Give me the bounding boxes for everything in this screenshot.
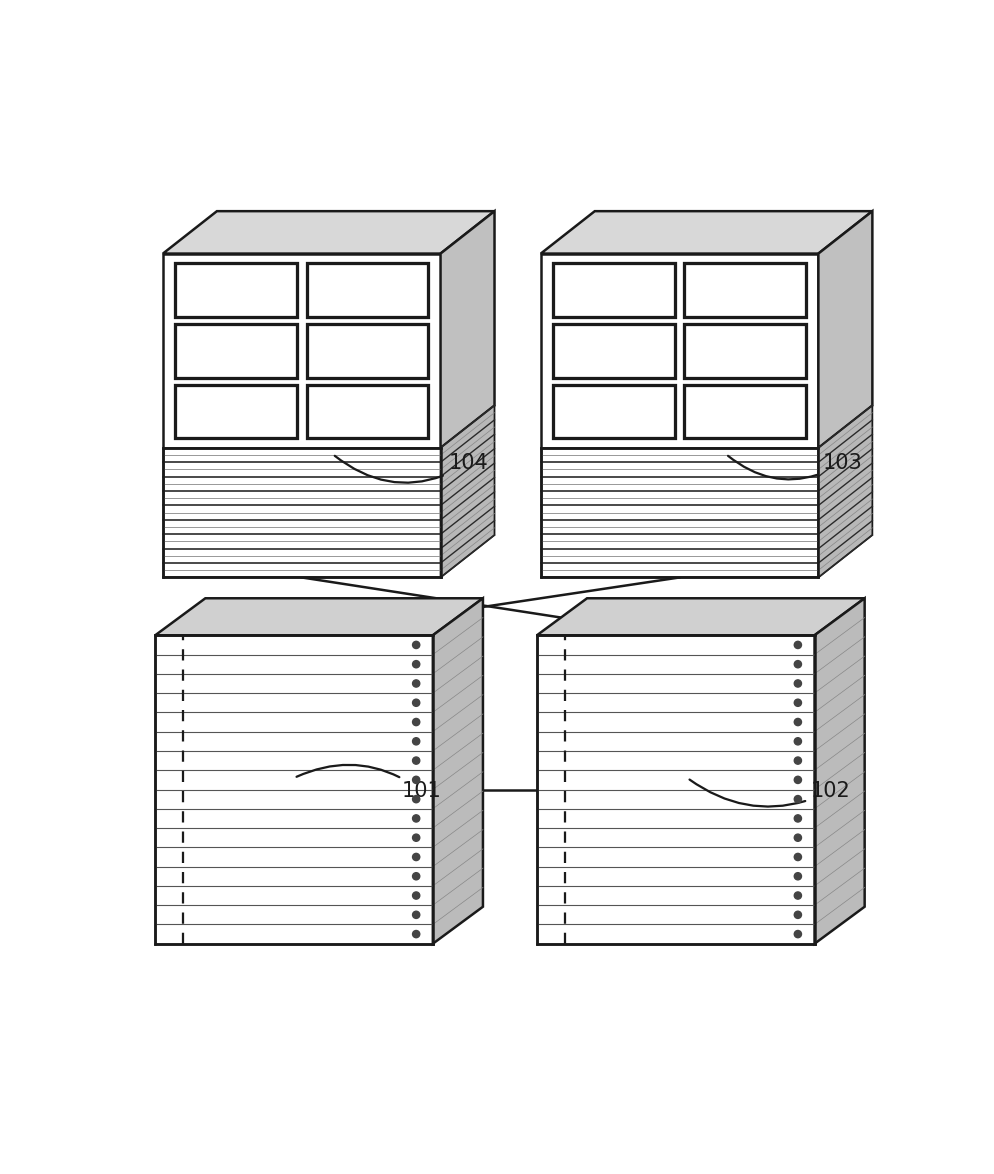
Circle shape	[413, 911, 419, 918]
Circle shape	[413, 680, 419, 687]
Polygon shape	[432, 599, 482, 944]
Bar	[306, 324, 427, 378]
Circle shape	[413, 815, 419, 822]
Circle shape	[413, 757, 419, 764]
Circle shape	[793, 757, 801, 764]
Circle shape	[413, 718, 419, 726]
Bar	[175, 385, 296, 438]
Circle shape	[413, 776, 419, 783]
Circle shape	[413, 834, 419, 842]
Circle shape	[793, 892, 801, 899]
Circle shape	[413, 796, 419, 803]
Text: 102: 102	[689, 780, 850, 807]
Bar	[175, 324, 296, 378]
Bar	[684, 385, 805, 438]
Text: 103: 103	[728, 453, 861, 479]
Bar	[306, 263, 427, 317]
Polygon shape	[155, 635, 432, 944]
Circle shape	[413, 872, 419, 879]
Bar	[306, 385, 427, 438]
Circle shape	[793, 796, 801, 803]
Circle shape	[793, 872, 801, 879]
Circle shape	[413, 661, 419, 668]
Circle shape	[413, 737, 419, 745]
Circle shape	[793, 853, 801, 861]
Circle shape	[793, 718, 801, 726]
Bar	[553, 263, 674, 317]
Polygon shape	[163, 448, 440, 578]
Bar	[684, 263, 805, 317]
Bar	[684, 324, 805, 378]
Polygon shape	[155, 599, 482, 635]
Circle shape	[793, 815, 801, 822]
Polygon shape	[817, 211, 872, 448]
Polygon shape	[440, 211, 494, 448]
Polygon shape	[541, 254, 817, 448]
Circle shape	[793, 641, 801, 648]
Polygon shape	[163, 254, 440, 448]
Circle shape	[413, 892, 419, 899]
Circle shape	[793, 931, 801, 938]
Polygon shape	[163, 211, 494, 254]
Circle shape	[793, 661, 801, 668]
Polygon shape	[541, 211, 872, 254]
Circle shape	[793, 737, 801, 745]
Circle shape	[413, 931, 419, 938]
Text: 101: 101	[296, 764, 441, 801]
Polygon shape	[814, 599, 864, 944]
Circle shape	[793, 776, 801, 783]
Circle shape	[793, 834, 801, 842]
Bar	[175, 263, 296, 317]
Circle shape	[413, 700, 419, 707]
Circle shape	[793, 911, 801, 918]
Polygon shape	[537, 635, 814, 944]
Text: 104: 104	[334, 453, 487, 483]
Circle shape	[413, 641, 419, 648]
Bar	[553, 324, 674, 378]
Circle shape	[793, 680, 801, 687]
Circle shape	[793, 700, 801, 707]
Bar	[553, 385, 674, 438]
Polygon shape	[440, 405, 494, 578]
Circle shape	[413, 853, 419, 861]
Polygon shape	[817, 405, 872, 578]
Polygon shape	[541, 448, 817, 578]
Polygon shape	[537, 599, 864, 635]
